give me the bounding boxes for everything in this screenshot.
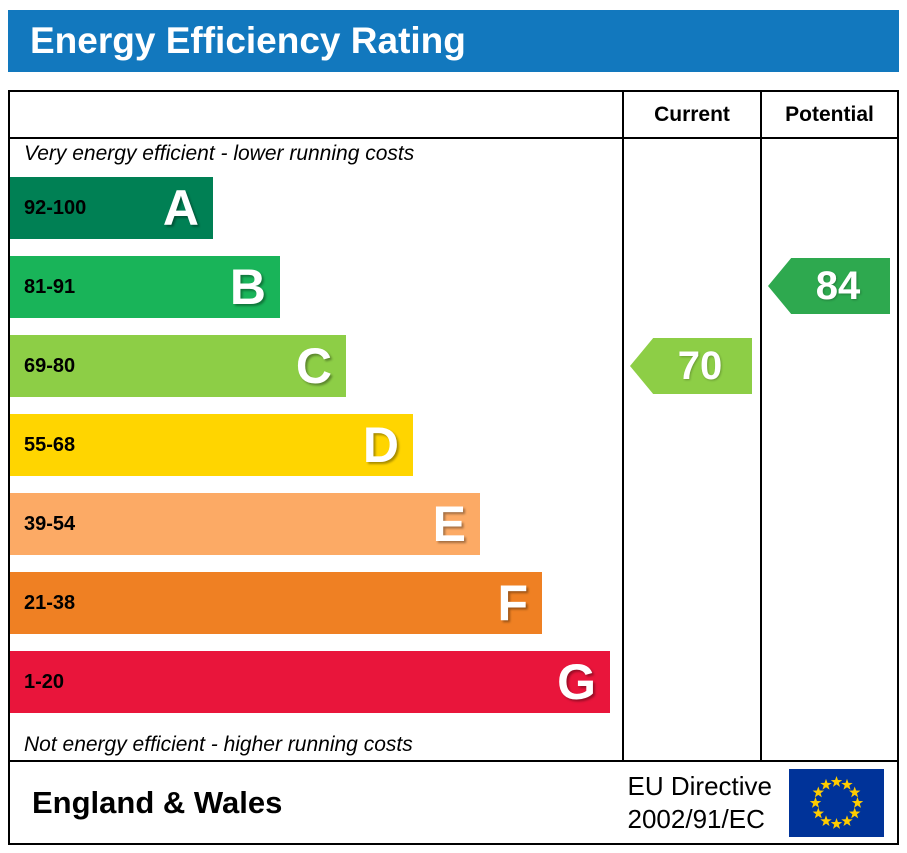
band-f-letter: F: [497, 575, 528, 631]
band-f-range: 21-38: [24, 591, 76, 614]
band-b-letter: B: [229, 259, 266, 315]
eu-flag-icon: [789, 768, 884, 837]
band-a-letter: A: [162, 180, 199, 236]
current-column-header: Current: [654, 102, 730, 126]
band-g-range: 1-20: [24, 670, 65, 693]
band-b: 81-91 B: [10, 256, 280, 318]
page-title: Energy Efficiency Rating: [30, 20, 466, 61]
current-rating-value: 70: [677, 343, 723, 388]
band-e: 39-54 E: [10, 493, 480, 555]
eu-directive-label: EU Directive 2002/91/EC: [628, 770, 772, 835]
region-label: England & Wales: [32, 784, 283, 820]
note-top: Very energy efficient - lower running co…: [24, 142, 415, 165]
header-underline: [10, 137, 897, 139]
band-c-range: 69-80: [24, 354, 76, 377]
potential-rating-value: 84: [815, 263, 861, 308]
band-c: 69-80 C: [10, 335, 346, 397]
potential-rating-arrow: 84: [768, 258, 890, 314]
band-d-range: 55-68: [24, 433, 76, 456]
band-d: 55-68 D: [10, 414, 413, 476]
band-e-range: 39-54: [24, 512, 76, 535]
band-b-range: 81-91: [24, 275, 76, 298]
band-g-letter: G: [557, 654, 596, 710]
eu-directive-line2: 2002/91/EC: [627, 803, 765, 834]
bands-area: Very energy efficient - lower running co…: [10, 139, 622, 760]
band-c-letter: C: [295, 338, 332, 394]
band-d-letter: D: [362, 417, 399, 473]
current-rating-arrow: 70: [630, 338, 752, 394]
band-a-range: 92-100: [24, 196, 87, 219]
band-g: 1-20 G: [10, 651, 610, 713]
potential-column-header: Potential: [785, 102, 874, 126]
eu-directive-line1: EU Directive: [627, 771, 772, 801]
chart-box: Current Potential Very energy efficient …: [8, 90, 899, 762]
note-bottom: Not energy efficient - higher running co…: [24, 733, 413, 756]
column-divider: [760, 92, 762, 760]
footer: England & Wales EU Directive 2002/91/EC: [8, 760, 899, 845]
column-divider: [622, 92, 624, 760]
band-f: 21-38 F: [10, 572, 542, 634]
band-e-letter: E: [432, 496, 466, 552]
band-a: 92-100 A: [10, 177, 213, 239]
title-bar: Energy Efficiency Rating: [8, 10, 899, 72]
